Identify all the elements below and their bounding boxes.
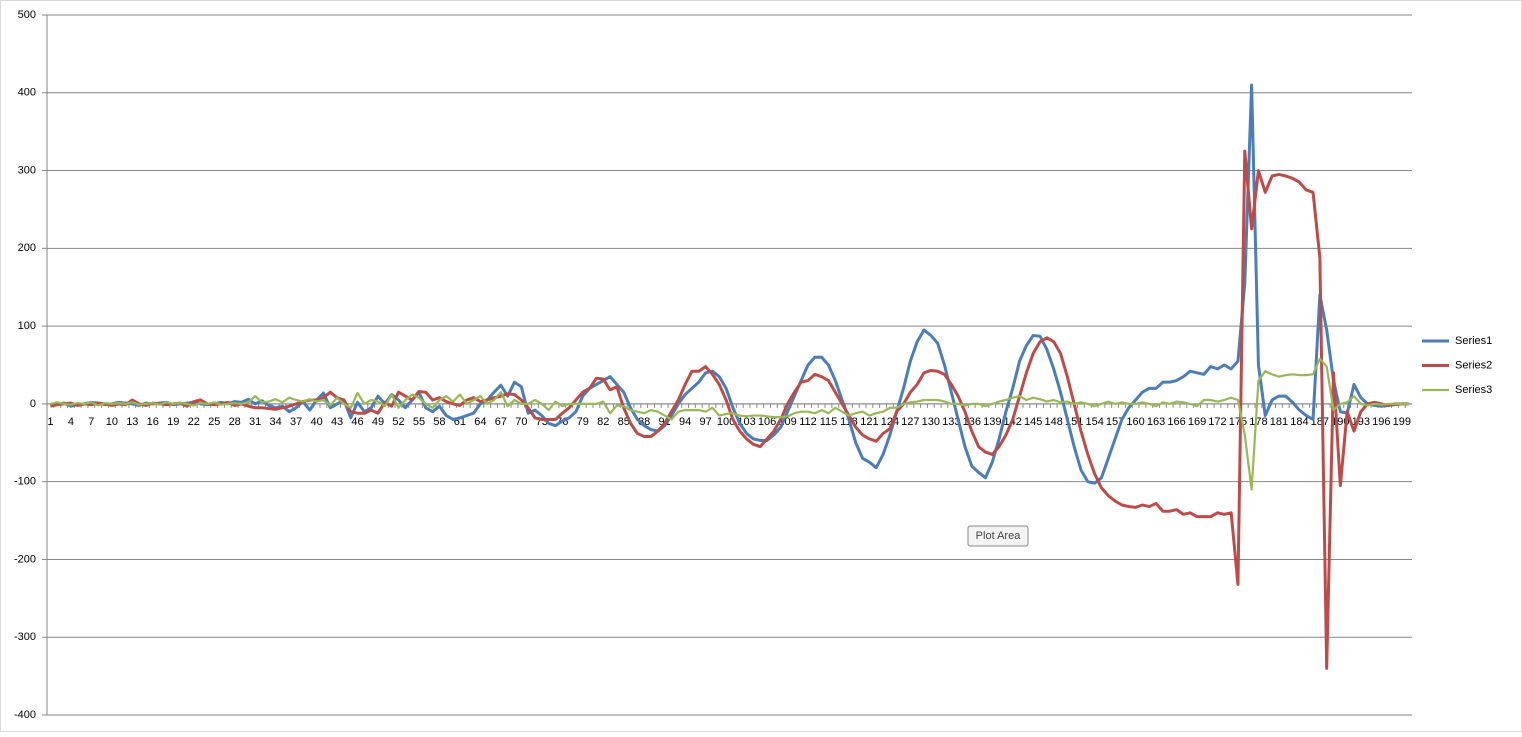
x-tick-label: 169 xyxy=(1188,416,1206,428)
x-tick-label: 181 xyxy=(1270,416,1288,428)
y-tick-label: 0 xyxy=(30,398,36,410)
grid: -400 -300 -200 -100 0 100 200 300 400 500 1 4 7 10 13 1… xyxy=(14,9,1412,721)
x-tick-label: 43 xyxy=(331,416,343,428)
x-tick-label: 133 xyxy=(942,416,960,428)
series-line xyxy=(50,83,1409,485)
x-tick-label: 58 xyxy=(433,416,445,428)
x-tick-label: 160 xyxy=(1126,416,1144,428)
x-tick-label: 145 xyxy=(1024,416,1042,428)
x-tick-label: 127 xyxy=(901,416,919,428)
x-tick-label: 199 xyxy=(1393,416,1411,428)
legend-label: Series1 xyxy=(1455,335,1492,347)
y-tick-label: -100 xyxy=(14,476,36,488)
tooltip: Plot Area xyxy=(967,525,1029,547)
x-tick-label: 40 xyxy=(310,416,322,428)
x-tick-label: 115 xyxy=(820,416,838,428)
x-tick-label: 34 xyxy=(270,416,282,428)
y-tick-label: 400 xyxy=(18,87,36,99)
x-tick-label: 1 xyxy=(47,416,53,428)
x-tick-label: 196 xyxy=(1372,416,1390,428)
x-tick-label: 25 xyxy=(208,416,220,428)
x-tick-label: 10 xyxy=(106,416,118,428)
x-tick-label: 187 xyxy=(1311,416,1329,428)
x-tick-label: 19 xyxy=(167,416,179,428)
x-tick-label: 64 xyxy=(474,416,486,428)
series-line xyxy=(50,149,1409,670)
x-tick-label: 79 xyxy=(577,416,589,428)
legend-label: Series2 xyxy=(1455,359,1492,371)
lines xyxy=(50,83,1409,670)
y-tick-label: -300 xyxy=(14,631,36,643)
x-tick-label: 139 xyxy=(983,416,1001,428)
x-tick-label: 52 xyxy=(392,416,404,428)
x-tick-label: 4 xyxy=(68,416,74,428)
x-tick-label: 94 xyxy=(679,416,691,428)
x-tick-label: 112 xyxy=(799,416,817,428)
x-tick-label: 28 xyxy=(229,416,241,428)
y-tick-label: 200 xyxy=(18,242,36,254)
y-tick-label: 300 xyxy=(18,164,36,176)
legend-label: Series3 xyxy=(1455,384,1492,396)
y-tick-label: 100 xyxy=(18,320,36,332)
x-tick-label: 97 xyxy=(699,416,711,428)
x-tick-label: 85 xyxy=(618,416,630,428)
y-tick-label: -200 xyxy=(14,553,36,565)
x-tick-label: 49 xyxy=(372,416,384,428)
series-line xyxy=(50,357,1409,491)
x-tick-label: 100 xyxy=(717,416,735,428)
x-tick-label: 13 xyxy=(126,416,138,428)
x-tick-label: 130 xyxy=(922,416,940,428)
x-tick-label: 7 xyxy=(88,416,94,428)
x-tick-label: 175 xyxy=(1229,416,1247,428)
x-tick-label: 148 xyxy=(1045,416,1063,428)
x-tick-label: 136 xyxy=(963,416,981,428)
x-tick-label: 22 xyxy=(188,416,200,428)
x-tick-label: 31 xyxy=(249,416,261,428)
x-tick-label: 106 xyxy=(758,416,776,428)
x-tick-label: 166 xyxy=(1167,416,1185,428)
tooltip-text: Plot Area xyxy=(976,530,1022,542)
x-tick-label: 178 xyxy=(1249,416,1267,428)
x-tick-label: 70 xyxy=(515,416,527,428)
tooltip-box xyxy=(967,525,1029,547)
x-tick-label: 121 xyxy=(860,416,878,428)
x-tick-label: 46 xyxy=(351,416,363,428)
x-tick-label: 163 xyxy=(1147,416,1165,428)
y-tick-label: 500 xyxy=(18,9,36,21)
x-tick-label: 82 xyxy=(597,416,609,428)
x-tick-label: 37 xyxy=(290,416,302,428)
x-tick-label: 184 xyxy=(1290,416,1308,428)
x-tick-label: 55 xyxy=(413,416,425,428)
y-tick-label: -400 xyxy=(14,709,36,721)
x-tick-label: 16 xyxy=(147,416,159,428)
x-tick-label: 67 xyxy=(495,416,507,428)
x-tick-label: 172 xyxy=(1208,416,1226,428)
x-tick-label: 154 xyxy=(1085,416,1103,428)
